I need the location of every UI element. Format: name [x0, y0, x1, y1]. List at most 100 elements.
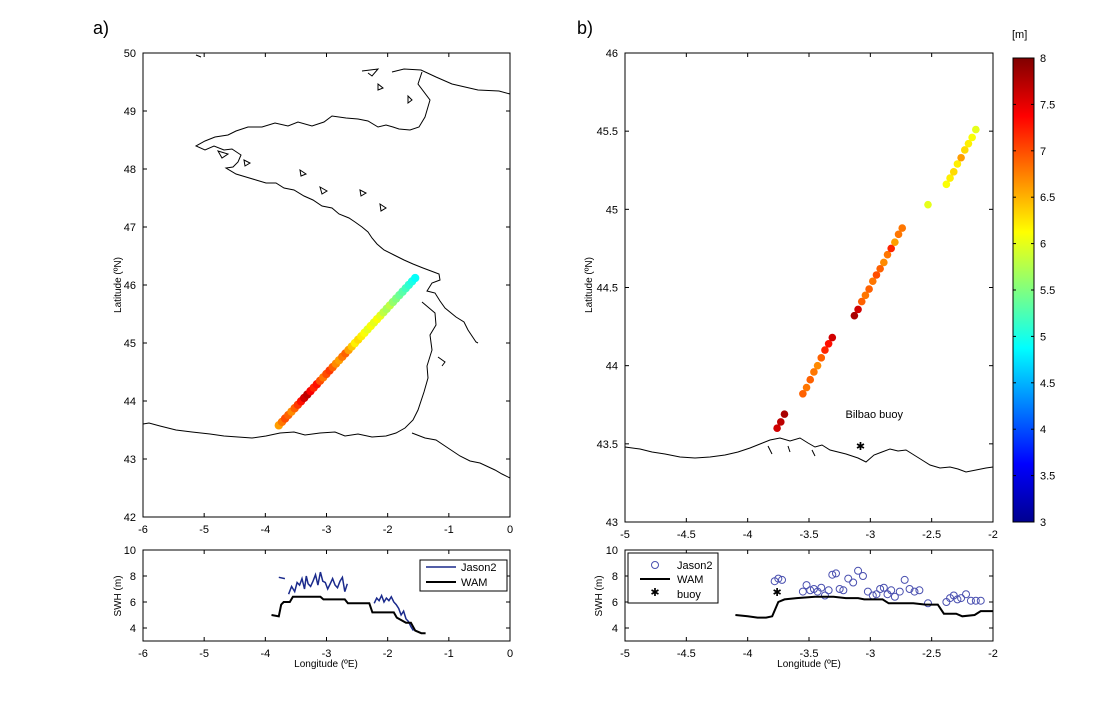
map-b-axes: ✱ Bilbao buoy -5 -4.5 -4 -3.5 -3 -2.5 -2 43 43.… — [584, 48, 998, 541]
panel-label-b: b) — [577, 18, 593, 38]
map-a-ylabel: Latitude (ºN) — [113, 257, 124, 313]
swh-b-jason2-point — [905, 585, 914, 593]
map-b-coastline — [624, 437, 994, 473]
map-b-frame — [624, 52, 994, 523]
map-a-ytick-label: 48 — [124, 164, 136, 176]
swh-a-xlabel: Longitude (ºE) — [294, 659, 358, 670]
swh-b-wam-line — [735, 595, 993, 619]
map-a-xtick-label: -6 — [138, 524, 148, 536]
swh-b-xtick-label: -5 — [620, 648, 630, 660]
map-b-xticks: -5 -4.5 -4 -3.5 -3 -2.5 -2 — [620, 53, 998, 541]
swh-b-jason2-point — [817, 583, 826, 592]
colorbar: 3 3.5 4 4.5 5 5.5 6 6.5 7 7.5 8 [m] — [1012, 29, 1055, 529]
swh-b-series: ✱ — [735, 566, 993, 619]
swh-b-xtick-label: -4 — [743, 648, 753, 660]
swh-a-xtick-label: -2 — [383, 648, 393, 660]
map-a-xticks: -6 -5 -4 -3 -2 -1 0 — [138, 53, 513, 536]
map-b-point — [799, 390, 807, 398]
map-b-point — [861, 291, 870, 300]
swh-b-jason2-point — [976, 596, 985, 605]
map-a-ytick-label: 45 — [124, 338, 136, 350]
map-b-point — [968, 133, 976, 142]
map-b-point — [865, 285, 873, 293]
legend-wam-label-b: WAM — [677, 574, 703, 586]
map-a-axes: -6 -5 -4 -3 -2 -1 0 42 43 44 45 46 47 48 49 50 Latitud… — [113, 48, 513, 536]
map-a-track — [274, 273, 420, 430]
map-a-yticks: 42 43 44 45 46 47 48 49 50 — [124, 48, 510, 524]
map-b-point — [964, 139, 973, 148]
swh-a-ytick-label: 4 — [130, 623, 136, 635]
swh-a-jason2-line — [373, 593, 415, 632]
buoy-star-icon: ✱ — [856, 441, 865, 453]
map-b-xtick-label: -2 — [988, 529, 998, 541]
colorbar-tick-label: 5.5 — [1040, 285, 1055, 297]
map-a-xtick-label: -2 — [383, 524, 393, 536]
map-b-point — [776, 418, 785, 426]
swh-a-axes: -6 -5 -4 -3 -2 -1 0 4 6 8 10 Longitude (ºE) SWH (… — [113, 545, 513, 670]
map-b-point — [821, 346, 829, 354]
map-b-point — [960, 146, 969, 154]
swh-b-yticks: 4 6 8 10 — [606, 545, 993, 635]
swh-b-jason2-point — [774, 574, 783, 583]
swh-b-jason2-point — [966, 596, 975, 605]
map-b-point — [894, 230, 903, 239]
colorbar-tick-label: 6.5 — [1040, 192, 1055, 204]
swh-a-ylabel: SWH (m) — [113, 575, 124, 616]
swh-b-jason2-point — [824, 586, 833, 595]
map-b-point — [883, 250, 892, 259]
swh-b-jason2-point — [820, 591, 829, 600]
map-b-point — [806, 375, 815, 384]
swh-b-jason2-point — [849, 578, 858, 587]
swh-b-jason2-point — [957, 594, 966, 603]
map-a-ytick-label: 43 — [124, 454, 136, 466]
map-a-frame — [142, 52, 511, 518]
map-b-point — [949, 168, 958, 176]
colorbar-scale — [1012, 57, 1035, 523]
map-b-ytick-label: 44 — [606, 361, 618, 373]
map-b-point — [880, 258, 888, 267]
map-b-point — [857, 297, 866, 306]
swh-b-jason2-point — [887, 586, 896, 595]
swh-b-jason2-point — [835, 585, 844, 593]
map-b-point — [946, 174, 954, 182]
swh-b-ytick-label: 8 — [612, 571, 618, 583]
map-b-point — [924, 200, 932, 209]
swh-b-jason2-point — [844, 574, 853, 583]
swh-b-xtick-label: -4.5 — [677, 648, 696, 660]
legend-jason2-label: Jason2 — [461, 562, 496, 574]
map-b-point — [854, 305, 862, 314]
map-b-point — [891, 238, 899, 246]
map-b-point — [850, 311, 859, 320]
map-b-ytick-label: 46 — [606, 48, 618, 60]
swh-b-jason2-point — [839, 586, 848, 595]
colorbar-tick-label: 5 — [1040, 331, 1046, 343]
map-b-point — [824, 339, 833, 348]
swh-a-series — [271, 571, 426, 635]
colorbar-tick-label: 4 — [1040, 424, 1046, 436]
map-a-ytick-label: 44 — [124, 396, 136, 408]
swh-b-ytick-label: 10 — [606, 545, 618, 557]
swh-b-jason2-point — [900, 575, 909, 584]
swh-b-jason2-point — [915, 586, 924, 595]
swh-a-yticks: 4 6 8 10 — [124, 545, 510, 635]
swh-b-legend: Jason2 WAM ✱ buoy — [627, 552, 719, 604]
swh-a-xtick-label: -5 — [199, 648, 209, 660]
map-b-ytick-label: 43.5 — [597, 439, 618, 451]
map-b-point — [953, 160, 962, 168]
map-b-point — [773, 424, 781, 433]
swh-a-legend: Jason2 WAM — [419, 559, 508, 592]
map-b-point — [957, 153, 965, 162]
swh-a-xticks: -6 -5 -4 -3 -2 -1 0 — [138, 550, 513, 660]
map-b-ytick-label: 45.5 — [597, 126, 618, 138]
swh-b-xtick-label: -2 — [988, 648, 998, 660]
legend-jason2-label-b: Jason2 — [677, 560, 712, 572]
swh-a-jason2-line — [278, 576, 286, 580]
swh-b-xticks: -5 -4.5 -4 -3.5 -3 -2.5 -2 — [620, 550, 998, 660]
legend-buoy-label: buoy — [677, 589, 701, 601]
map-a-xtick-label: -5 — [199, 524, 209, 536]
map-b-ytick-label: 44.5 — [597, 283, 618, 295]
swh-b-ylabel: SWH (m) — [594, 575, 605, 616]
swh-b-jason2-point — [876, 585, 885, 593]
swh-a-wam-line — [271, 595, 426, 635]
